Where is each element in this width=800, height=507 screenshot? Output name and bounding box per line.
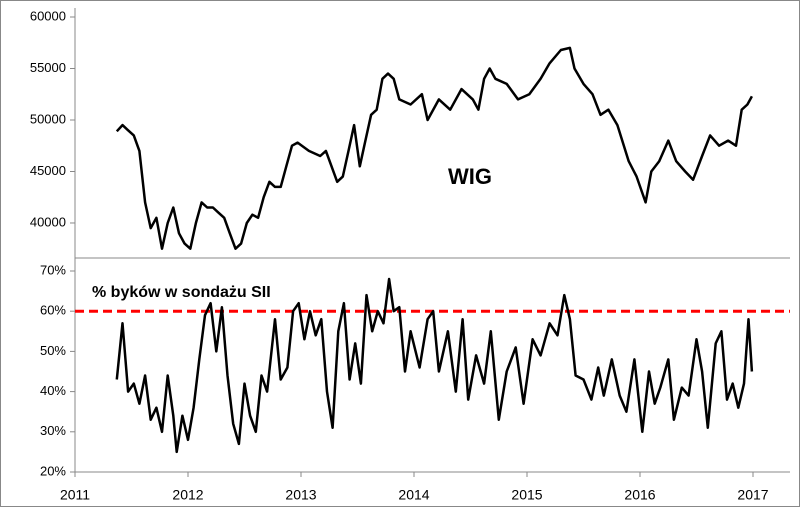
- y-tick-label: 50%: [40, 343, 66, 358]
- x-tick-label: 2011: [60, 487, 90, 503]
- x-tick-label: 2014: [398, 487, 429, 503]
- x-tick-label: 2016: [624, 487, 655, 503]
- y-tick-label: 50000: [30, 111, 66, 126]
- y-tick-label: 55000: [30, 60, 66, 75]
- x-tick-label: 2017: [737, 487, 768, 503]
- y-tick-label: 60%: [40, 303, 66, 318]
- series-label: WIG: [448, 164, 492, 189]
- series-line: [115, 46, 753, 250]
- series-line: [115, 277, 754, 454]
- y-tick-label: 30%: [40, 423, 66, 438]
- x-tick-label: 2012: [172, 487, 203, 503]
- y-tick-label: 45000: [30, 163, 66, 178]
- y-tick-label: 70%: [40, 262, 66, 277]
- y-tick-label: 40000: [30, 214, 66, 229]
- x-tick-label: 2015: [511, 487, 542, 503]
- series-label: % byków w sondażu SII: [92, 284, 271, 301]
- y-tick-label: 40%: [40, 383, 66, 398]
- x-tick-label: 2013: [285, 487, 316, 503]
- y-tick-label: 20%: [40, 463, 66, 478]
- y-tick-label: 60000: [30, 8, 66, 23]
